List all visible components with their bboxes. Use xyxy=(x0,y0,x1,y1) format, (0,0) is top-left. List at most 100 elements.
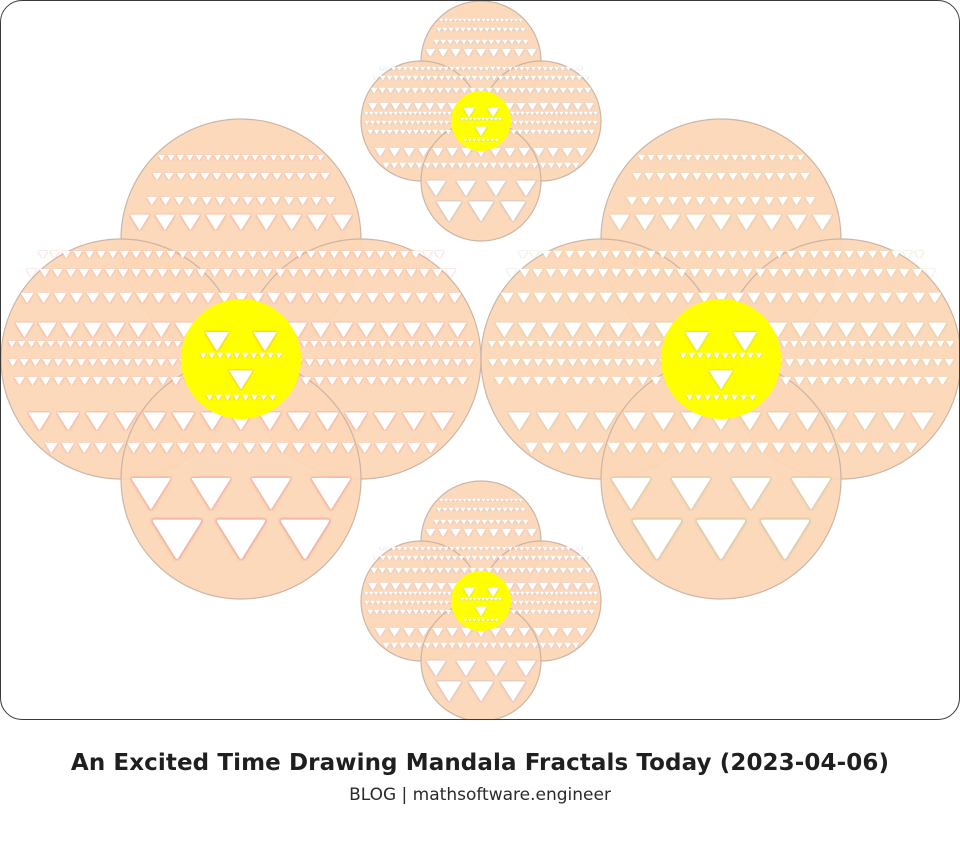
fractal-triangle xyxy=(380,555,386,561)
fractal-triangle xyxy=(517,129,523,135)
fractal-triangle xyxy=(391,442,405,453)
fractal-triangle xyxy=(485,87,493,94)
fractal-triangle xyxy=(478,66,484,71)
fractal-triangle xyxy=(541,120,547,125)
fractal-triangle xyxy=(445,75,451,81)
fractal-triangle xyxy=(332,214,352,230)
fractal-triangle xyxy=(714,292,728,303)
fractal-triangle xyxy=(301,376,312,385)
fractal-triangle xyxy=(543,129,549,135)
fractal-triangle xyxy=(130,214,150,230)
fractal-triangle xyxy=(164,172,174,181)
fractal-triangle xyxy=(397,340,406,348)
fractal-triangle xyxy=(501,528,512,537)
fractal-triangle xyxy=(561,147,573,157)
fractal-triangle xyxy=(495,39,501,45)
fractal-triangle xyxy=(392,600,398,605)
fractal-triangle xyxy=(478,546,484,551)
fractal-triangle xyxy=(364,591,369,596)
fractal-triangle xyxy=(552,600,558,605)
fractal-triangle xyxy=(520,591,525,596)
fractal-triangle xyxy=(468,201,494,221)
fractal-triangle xyxy=(558,600,564,605)
fractal-triangle xyxy=(777,196,788,205)
fractal-triangle xyxy=(463,618,468,622)
fractal-triangle xyxy=(551,567,559,574)
fractal-triangle xyxy=(458,18,462,22)
fractal-triangle xyxy=(739,250,749,259)
fractal-triangle xyxy=(393,591,398,596)
fractal-triangle xyxy=(368,340,377,348)
fractal-triangle xyxy=(166,250,176,259)
fractal-triangle xyxy=(772,442,786,453)
fractal-triangle xyxy=(183,268,194,277)
fractal-triangle xyxy=(891,250,901,259)
mandala-small-top xyxy=(360,1,602,242)
fractal-triangle xyxy=(379,582,389,591)
fractal-triangle xyxy=(122,358,132,367)
fractal-triangle xyxy=(439,18,444,22)
fractal-triangle xyxy=(345,412,368,430)
fractal-triangle xyxy=(496,546,501,551)
fractal-triangle xyxy=(484,555,491,561)
fractal-triangle xyxy=(514,162,522,169)
fractal-triangle xyxy=(57,412,80,430)
fractal-triangle xyxy=(703,154,711,161)
fractal-triangle xyxy=(433,519,440,525)
fractal-triangle xyxy=(937,376,948,385)
fractal-triangle xyxy=(366,376,377,385)
fractal-triangle xyxy=(474,519,481,525)
fractal-triangle xyxy=(450,48,461,57)
fractal-triangle xyxy=(525,591,530,596)
fractal-triangle xyxy=(275,268,286,277)
fractal-triangle xyxy=(294,250,304,259)
fractal-triangle xyxy=(530,555,537,561)
fractal-triangle xyxy=(500,498,504,502)
fractal-triangle xyxy=(446,340,455,348)
fractal-triangle xyxy=(327,358,337,367)
fractal-triangle xyxy=(460,117,464,121)
fractal-triangle xyxy=(500,18,504,22)
fractal-triangle xyxy=(465,555,471,561)
fractal-triangle xyxy=(431,292,445,303)
fractal-triangle xyxy=(414,546,420,551)
fractal-triangle xyxy=(510,609,517,615)
fractal-triangle xyxy=(364,600,370,605)
fractal-triangle xyxy=(250,352,257,359)
fractal-triangle xyxy=(288,154,296,161)
artwork-card[interactable] xyxy=(0,0,960,720)
fractal-triangle xyxy=(229,370,253,389)
fractal-triangle xyxy=(311,477,351,509)
fractal-triangle xyxy=(568,567,575,574)
fractal-triangle xyxy=(495,322,514,337)
fractal-triangle xyxy=(316,154,324,161)
fractal-triangle xyxy=(379,66,385,71)
fractal-triangle xyxy=(471,75,478,81)
fractal-triangle xyxy=(349,292,363,303)
fractal-triangle xyxy=(518,120,524,125)
fractal-triangle xyxy=(466,66,472,71)
fractal-triangle xyxy=(569,75,576,81)
fractal-triangle xyxy=(476,48,486,57)
fractal-triangle xyxy=(375,600,381,605)
fractal-triangle xyxy=(660,214,680,230)
fractal-triangle xyxy=(887,442,901,453)
fractal-triangle xyxy=(176,442,190,453)
fractal-triangle xyxy=(417,340,426,348)
fractal-triangle xyxy=(400,129,406,135)
fractal-triangle xyxy=(367,609,373,615)
fractal-triangle xyxy=(444,567,452,574)
fractal-triangle xyxy=(439,129,445,135)
fractal-triangle xyxy=(46,340,55,348)
fractal-triangle xyxy=(399,642,406,649)
fractal-triangle xyxy=(509,39,515,45)
fractal-triangle xyxy=(467,618,472,622)
fractal-triangle xyxy=(636,358,646,367)
fractal-triangle xyxy=(40,376,51,385)
fractal-triangle xyxy=(218,292,231,303)
fractal-triangle xyxy=(590,442,604,453)
fractal-triangle xyxy=(856,250,866,259)
post-title[interactable]: An Excited Time Drawing Mandala Fractals… xyxy=(70,750,890,776)
fractal-triangle xyxy=(490,66,496,71)
fractal-triangle xyxy=(738,412,761,430)
